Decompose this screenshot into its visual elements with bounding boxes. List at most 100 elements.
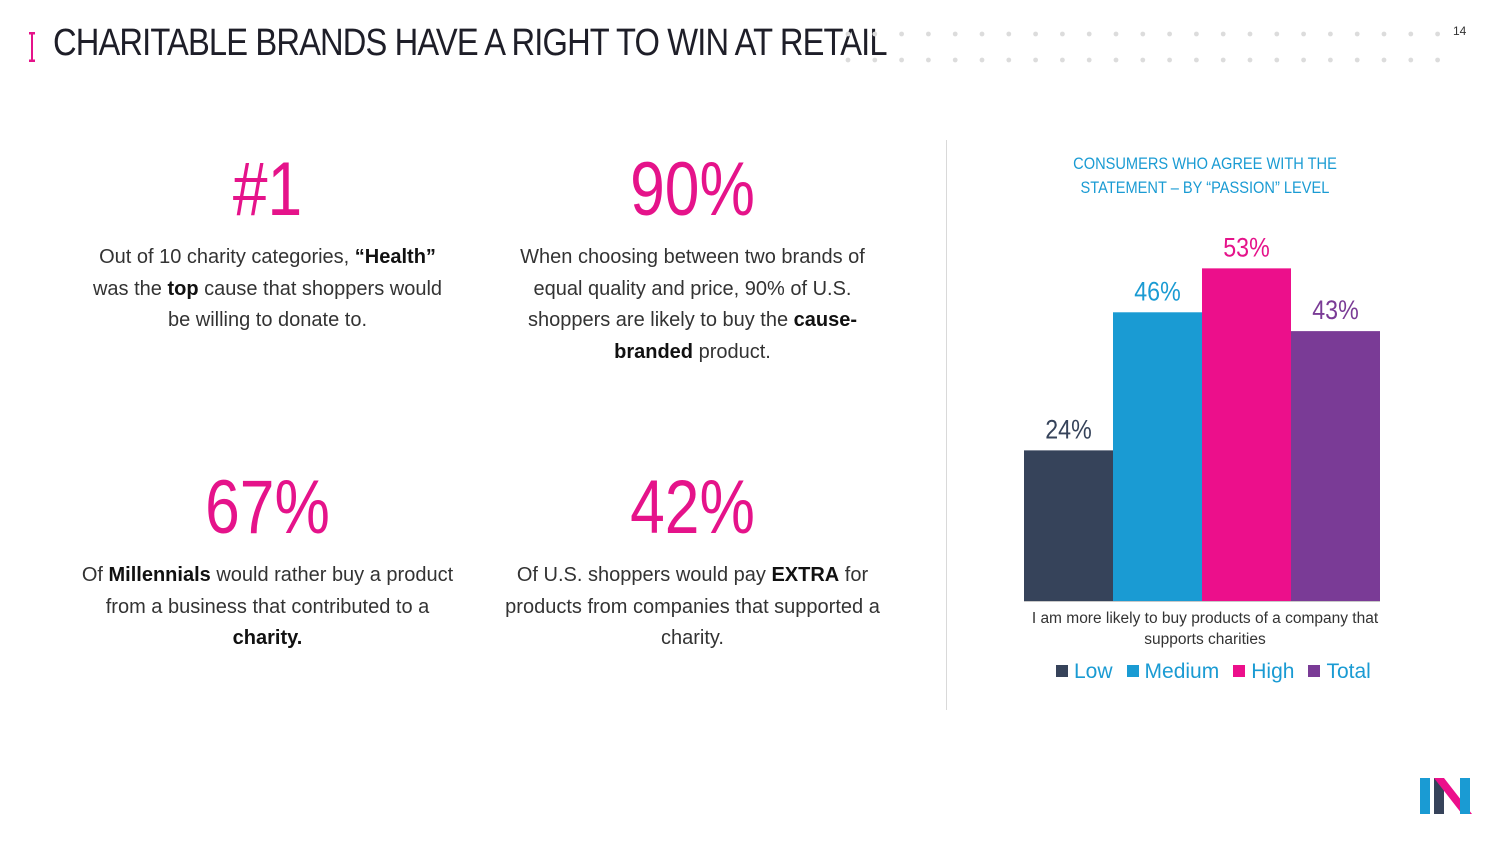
- decorative-dot: [1247, 57, 1253, 63]
- decorative-dot: [1274, 57, 1280, 63]
- stat-text: would rather buy a product from a busine…: [105, 564, 454, 618]
- stat-emphasis: “Health”: [354, 246, 436, 268]
- stat-text: was the: [92, 277, 168, 300]
- stat-big-number: #1: [232, 147, 303, 232]
- decorative-dot: [1381, 31, 1387, 37]
- decorative-dot: [1060, 57, 1065, 63]
- bar-total: [1291, 331, 1380, 601]
- stat-big-number: 67%: [205, 465, 330, 550]
- stat-description: When choosing between two brands of equa…: [505, 242, 880, 368]
- decorative-dot: [1113, 31, 1119, 37]
- legend-item-medium: Medium: [1126, 660, 1220, 684]
- stat-text: for products from companies that support…: [505, 564, 880, 649]
- decorative-dot: [1301, 57, 1306, 63]
- data-label-high: 53%: [1223, 233, 1269, 263]
- decorative-dot: [1328, 57, 1333, 63]
- stat-emphasis: cause-branded: [614, 309, 858, 363]
- decorative-dot: [1220, 31, 1226, 37]
- legend-label: High: [1251, 660, 1295, 683]
- decorative-dot: [1167, 57, 1172, 63]
- decorative-dot: [1140, 31, 1146, 37]
- stat-text: cause that shoppers would be willing to …: [167, 277, 443, 332]
- decorative-dot: [1006, 57, 1012, 63]
- decorative-dot: [952, 31, 958, 37]
- decorative-dot: [1086, 31, 1092, 37]
- legend-swatch: [1056, 665, 1068, 677]
- stat-block-4: 42% Of U.S. shoppers would pay EXTRA for…: [505, 468, 880, 655]
- decorative-dot: [899, 31, 904, 37]
- stat-text: Of U.S. shoppers would pay: [516, 564, 772, 586]
- decorative-dot: [979, 31, 985, 37]
- stat-description: Of Millennials would rather buy a produc…: [80, 560, 455, 655]
- decorative-dot: [1381, 57, 1387, 63]
- legend-swatch: [1233, 665, 1246, 677]
- decorative-dot: [1301, 31, 1306, 37]
- decorative-dot: [1247, 31, 1253, 37]
- data-label-low: 24%: [1045, 415, 1091, 445]
- decorative-dot: [979, 57, 985, 63]
- decorative-dot: [1408, 31, 1414, 37]
- decorative-dot: [1086, 57, 1092, 63]
- decorative-dot-grid: [845, 31, 1440, 63]
- decorative-dot: [1060, 31, 1065, 37]
- brand-logo-icon: [1420, 778, 1472, 814]
- legend-swatch: [1126, 665, 1139, 677]
- stat-description: Out of 10 charity categories, “Health” w…: [80, 242, 455, 337]
- decorative-dot: [1354, 57, 1360, 63]
- stat-emphasis: top: [167, 277, 199, 300]
- decorative-dot: [1194, 31, 1199, 37]
- decorative-dot: [845, 57, 851, 63]
- decorative-dot: [1354, 31, 1360, 37]
- decorative-dot: [1006, 31, 1012, 37]
- decorative-dot: [926, 57, 931, 63]
- decorative-dot: [1408, 57, 1414, 63]
- legend-item-low: Low: [1056, 660, 1113, 684]
- decorative-dot: [1435, 31, 1440, 37]
- decorative-dot: [952, 57, 958, 63]
- decorative-dot: [872, 57, 878, 63]
- stat-text: When choosing between two brands of equa…: [520, 246, 865, 331]
- chart-legend: Low Medium High Total: [1056, 660, 1385, 684]
- bar-medium: [1113, 312, 1202, 601]
- bar-high: [1202, 268, 1291, 601]
- legend-item-high: High: [1233, 660, 1294, 684]
- stat-block-2: 90% When choosing between two brands of …: [505, 150, 880, 368]
- data-label-medium: 46%: [1134, 277, 1180, 307]
- legend-label: Medium: [1144, 660, 1220, 683]
- title-marker-icon: [29, 32, 35, 62]
- decorative-dot: [1435, 57, 1440, 63]
- decorative-dot: [899, 57, 904, 63]
- page-number: 14: [1453, 24, 1467, 38]
- data-label-total: 43%: [1312, 296, 1358, 326]
- legend-label: Low: [1074, 660, 1113, 683]
- stat-text: Of: [81, 564, 109, 586]
- stat-block-1: #1 Out of 10 charity categories, “Health…: [80, 150, 455, 337]
- stat-emphasis: Millennials: [108, 564, 211, 586]
- bar-low: [1024, 450, 1113, 601]
- decorative-dot: [1220, 57, 1226, 63]
- decorative-dot: [926, 31, 931, 37]
- decorative-dot: [845, 31, 851, 37]
- stat-emphasis: charity.: [232, 627, 303, 649]
- decorative-dot: [1140, 57, 1146, 63]
- decorative-dot: [1328, 31, 1333, 37]
- stat-text: Out of 10 charity categories,: [99, 246, 355, 268]
- decorative-dot: [1194, 57, 1199, 63]
- decorative-dot: [1274, 31, 1280, 37]
- stat-block-3: 67% Of Millennials would rather buy a pr…: [80, 468, 455, 655]
- stat-big-number: 42%: [630, 465, 755, 550]
- decorative-dot: [1167, 31, 1172, 37]
- legend-item-total: Total: [1308, 660, 1371, 684]
- legend-label: Total: [1326, 660, 1371, 683]
- decorative-dot: [1033, 31, 1038, 37]
- stat-description: Of U.S. shoppers would pay EXTRA for pro…: [505, 560, 880, 655]
- page-title: CHARITABLE BRANDS HAVE A RIGHT TO WIN AT…: [53, 22, 888, 64]
- stat-emphasis: EXTRA: [771, 564, 840, 586]
- decorative-dot: [1113, 57, 1119, 63]
- vertical-divider: [946, 140, 947, 710]
- bar-chart: 24% 46% 53% 43%: [1024, 233, 1380, 602]
- chart-title: CONSUMERS WHO AGREE WITH THE STATEMENT –…: [1073, 154, 1337, 197]
- stat-big-number: 90%: [630, 147, 755, 232]
- decorative-dot: [1033, 57, 1038, 63]
- chart-category-label: I am more likely to buy products of a co…: [1031, 610, 1379, 648]
